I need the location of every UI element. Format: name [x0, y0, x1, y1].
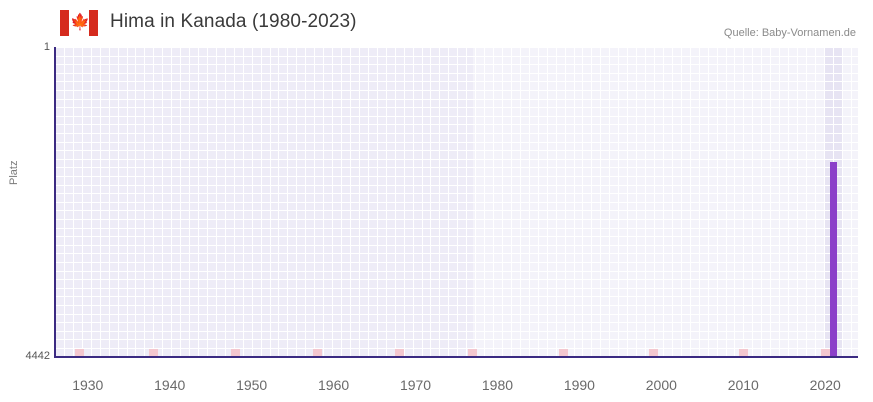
gridline-horizontal [55, 219, 858, 220]
gridline-horizontal [55, 202, 858, 203]
y-axis-bottom-label: 4442 [25, 350, 50, 362]
gridline-horizontal [55, 81, 858, 82]
gridline-horizontal [55, 322, 858, 323]
x-tick-1960: 1960 [318, 377, 350, 393]
y-axis-title: Platz [8, 160, 20, 185]
gridline-horizontal [55, 253, 858, 254]
source-label: Quelle: Baby-Vornamen.de [723, 27, 856, 39]
gridline-horizontal [55, 90, 858, 91]
gridline-horizontal [55, 348, 858, 349]
baseline-tick [820, 349, 830, 357]
gridline-horizontal [55, 314, 858, 315]
gridline-horizontal [55, 185, 858, 186]
x-tick-1940: 1940 [154, 377, 186, 393]
x-tick-1970: 1970 [399, 377, 432, 393]
x-tick-1950: 1950 [236, 377, 268, 393]
gridline-horizontal [55, 271, 858, 272]
gridline-horizontal [55, 73, 858, 74]
flag-band-right [89, 10, 98, 36]
gridline-horizontal [55, 262, 858, 263]
baseline-tick [558, 349, 568, 357]
gridline-horizontal [55, 331, 858, 332]
bar-2021[interactable] [829, 162, 837, 357]
plot-area [55, 47, 858, 357]
baseline-tick [738, 349, 748, 357]
gridline-horizontal [55, 99, 858, 100]
gridline-horizontal [55, 124, 858, 125]
x-axis-line [55, 356, 858, 358]
x-tick-1980: 1980 [481, 377, 514, 393]
baseline-tick [75, 349, 85, 357]
canada-flag-icon: 🍁 [60, 10, 98, 36]
baseline-tick [648, 349, 658, 357]
gridline-horizontal [55, 47, 858, 48]
x-tick-2010: 2010 [727, 377, 759, 393]
gridline-horizontal [55, 305, 858, 306]
gridline-horizontal [55, 142, 858, 143]
gridline-horizontal [55, 245, 858, 246]
gridline-horizontal [55, 64, 858, 65]
baseline-tick [468, 349, 478, 357]
y-axis-line [54, 47, 56, 358]
gridline-horizontal [55, 279, 858, 280]
flag-band-left [60, 10, 69, 36]
gridline-horizontal [55, 176, 858, 177]
x-tick-2020: 2020 [809, 377, 841, 393]
gridline-horizontal [55, 288, 858, 289]
baseline-tick [148, 349, 158, 357]
gridline-horizontal [55, 159, 858, 160]
gridline-horizontal [55, 150, 858, 151]
gridline-horizontal [55, 236, 858, 237]
maple-leaf-icon: 🍁 [70, 14, 90, 31]
baseline-tick [230, 349, 240, 357]
gridline-horizontal [55, 133, 858, 134]
gridline-horizontal [55, 116, 858, 117]
gridline-horizontal [55, 228, 858, 229]
gridline-horizontal [55, 193, 858, 194]
gridline-horizontal [55, 107, 858, 108]
gridline-horizontal [55, 296, 858, 297]
baseline-tick [312, 349, 322, 357]
page-title: Hima in Kanada (1980-2023) [110, 11, 357, 32]
gridline-horizontal [55, 339, 858, 340]
gridline-horizontal [55, 167, 858, 168]
x-tick-1930: 1930 [72, 377, 104, 393]
y-axis-top-label: 1 [43, 41, 50, 53]
x-tick-2000: 2000 [645, 377, 677, 393]
gridline-horizontal [55, 210, 858, 211]
baseline-tick [394, 349, 404, 357]
x-tick-1990: 1990 [563, 377, 595, 393]
gridline-horizontal [55, 56, 858, 57]
